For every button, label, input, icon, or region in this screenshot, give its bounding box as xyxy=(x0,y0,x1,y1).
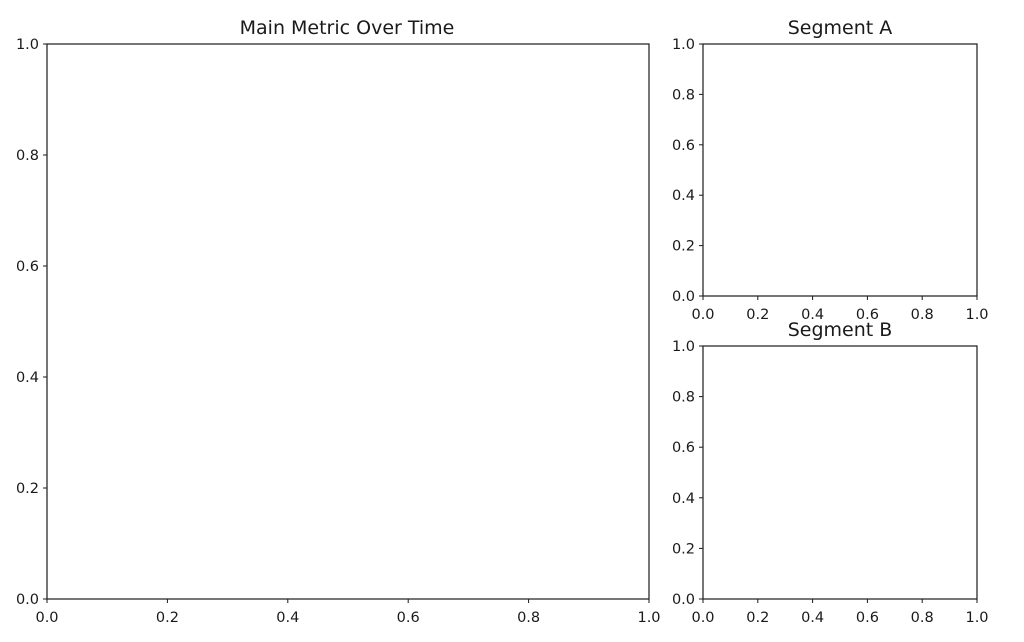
segment-a-panel: Segment A 0.0 0.2 0.4 0.6 0.8 1.0 0.0 0.2 0.4 0.6… xyxy=(672,17,989,323)
segment-b-title: Segment B xyxy=(788,319,893,341)
main-metric-x-tick-label: 0.4 xyxy=(276,610,299,626)
segment-a-x-tick-label: 1.0 xyxy=(965,307,988,323)
segment-b-x-tick-label: 0.4 xyxy=(801,610,824,626)
segment-b-y-tick-label: 1.0 xyxy=(672,339,695,355)
segment-b-axes-frame xyxy=(702,345,978,600)
segment-a-y-tick-label: 1.0 xyxy=(672,37,695,53)
segment-a-y-tick-label: 0.8 xyxy=(672,87,695,103)
segment-a-y-tick-label: 0.6 xyxy=(672,138,695,154)
segment-a-x-tick-label: 0.8 xyxy=(911,307,934,323)
segment-b-x-tick-label: 1.0 xyxy=(965,610,988,626)
main-metric-title: Main Metric Over Time xyxy=(240,17,455,39)
segment-b-y-tick-label: 0.2 xyxy=(672,541,695,557)
segment-b-x-tick-label: 0.2 xyxy=(746,610,769,626)
main-metric-x-tick-label: 0.2 xyxy=(156,610,179,626)
main-metric-x-tick-label: 0.0 xyxy=(35,610,58,626)
segment-a-y-tick-label: 0.0 xyxy=(672,289,695,305)
main-metric-y-tick-label: 0.8 xyxy=(16,148,39,164)
segment-a-x-tick-label: 0.4 xyxy=(801,307,824,323)
segment-a-title: Segment A xyxy=(788,17,893,39)
segment-a-x-tick-label: 0.6 xyxy=(856,307,879,323)
segment-b-x-tick-label: 0.6 xyxy=(856,610,879,626)
main-metric-axes-frame xyxy=(46,43,650,600)
segment-a-x-tick-label: 0.2 xyxy=(746,307,769,323)
segment-a-y-tick-label: 0.4 xyxy=(672,188,695,204)
main-metric-y-tick-label: 0.0 xyxy=(16,592,39,608)
segment-a-axes-frame xyxy=(702,43,978,297)
segment-a-y-tick-label: 0.2 xyxy=(672,239,695,255)
main-metric-panel: Main Metric Over Time 0.0 0.2 0.4 0.6 0.8 1.0… xyxy=(16,17,661,626)
segment-b-x-tick-label: 0.8 xyxy=(911,610,934,626)
main-metric-y-tick-label: 0.2 xyxy=(16,481,39,497)
main-metric-y-tick-label: 0.6 xyxy=(16,259,39,275)
segment-b-y-tick-label: 0.4 xyxy=(672,491,695,507)
main-metric-x-tick-label: 0.8 xyxy=(517,610,540,626)
main-metric-x-tick-label: 0.6 xyxy=(397,610,420,626)
segment-b-y-tick-label: 0.8 xyxy=(672,390,695,406)
segment-b-panel: Segment B 0.0 0.2 0.4 0.6 0.8 1.0 0.0 0.2 0.4 0.6… xyxy=(672,319,989,626)
segment-b-y-tick-label: 0.6 xyxy=(672,440,695,456)
main-metric-y-tick-label: 1.0 xyxy=(16,37,39,53)
segment-b-y-tick-label: 0.0 xyxy=(672,592,695,608)
main-metric-x-tick-label: 1.0 xyxy=(637,610,660,626)
segment-a-x-tick-label: 0.0 xyxy=(691,307,714,323)
main-metric-y-tick-label: 0.4 xyxy=(16,370,39,386)
segment-b-x-tick-label: 0.0 xyxy=(691,610,714,626)
